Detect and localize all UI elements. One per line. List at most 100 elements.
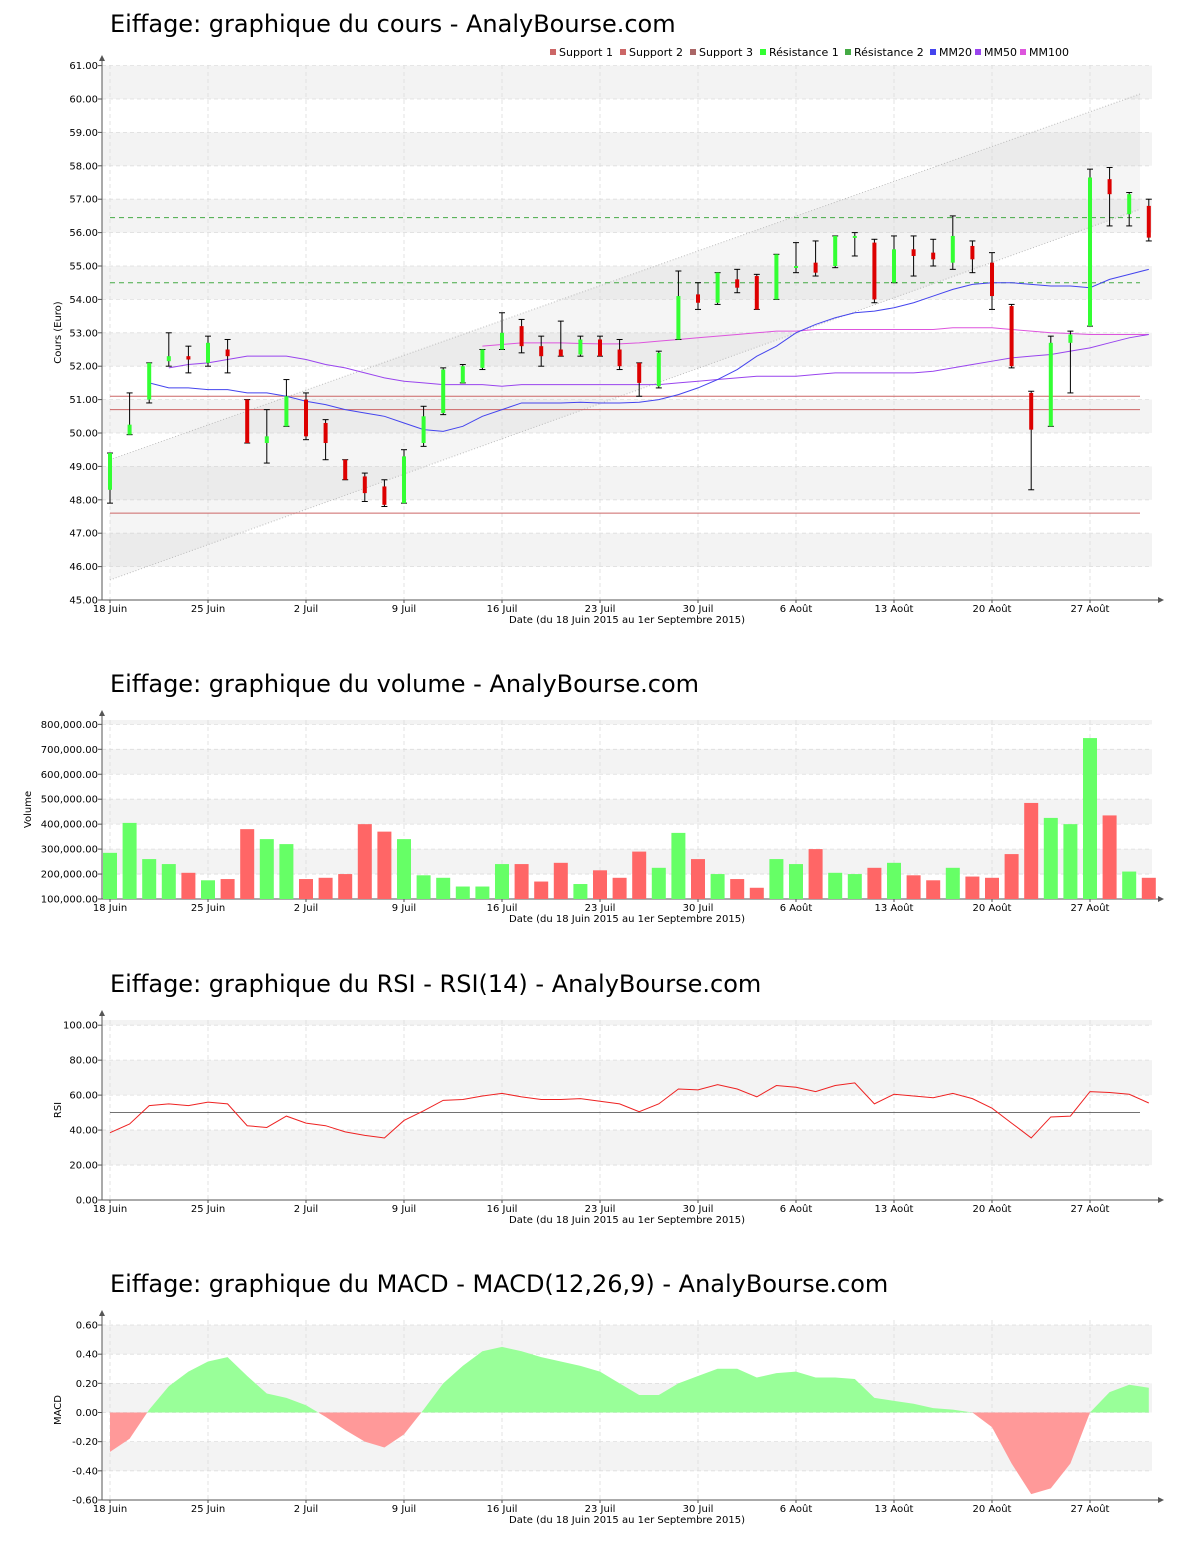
price-y-tick-label: 53.00 xyxy=(69,328,98,339)
candle xyxy=(989,252,995,310)
price-y-tick-label: 50.00 xyxy=(69,429,98,440)
legend-item: Support 2 xyxy=(620,46,683,59)
candle xyxy=(518,318,525,354)
price-x-axis-label: Date (du 18 Juin 2015 au 1er Septembre 2… xyxy=(509,615,745,626)
volume-bar xyxy=(201,880,215,899)
legend-label: Résistance 1 xyxy=(769,46,839,59)
legend-swatch xyxy=(620,49,626,55)
price-y-tick-label: 51.00 xyxy=(69,395,98,406)
vol-x-tick-label: 25 Juin xyxy=(191,903,225,914)
volume-bar xyxy=(847,874,862,899)
rsi-line xyxy=(109,1082,1150,1139)
rsi-band xyxy=(102,1130,1152,1166)
candle-body xyxy=(245,399,250,444)
candle xyxy=(342,459,349,481)
price-y-arrow xyxy=(99,55,105,61)
rsi-x-tick-label: 23 Juil xyxy=(585,1204,616,1215)
volume-bar xyxy=(828,872,843,899)
price-y-tick-label: 49.00 xyxy=(69,462,98,473)
volume-bar xyxy=(455,886,470,899)
legend-item: Résistance 2 xyxy=(845,46,924,59)
candle xyxy=(930,238,937,267)
candle-body xyxy=(617,349,622,367)
candle-body xyxy=(166,356,171,362)
candle xyxy=(910,235,917,277)
price-y-tick-label: 45.00 xyxy=(69,596,98,607)
price-y-tick-label: 57.00 xyxy=(69,195,98,206)
candle-body xyxy=(284,396,289,427)
macd-x-tick-label: 18 Juin xyxy=(93,1504,127,1515)
price-y-tick-label: 52.00 xyxy=(69,362,98,373)
candle xyxy=(538,335,545,367)
candle xyxy=(381,479,388,507)
price-y-axis-label: Cours (Euro) xyxy=(53,301,64,364)
volume-bar xyxy=(1141,877,1156,899)
candle-body xyxy=(813,262,818,273)
price-x-tick-label: 30 Juil xyxy=(683,604,714,615)
candle xyxy=(577,335,584,357)
legend-label: Résistance 2 xyxy=(854,46,924,59)
legend-item: MM50 xyxy=(975,46,1017,59)
candle-body xyxy=(441,369,446,413)
vol-y-tick-label: 500,000.00 xyxy=(41,795,98,806)
candle xyxy=(440,367,447,416)
price-y-tick-label: 55.00 xyxy=(69,262,98,273)
candle-body xyxy=(656,352,661,387)
candle-body xyxy=(127,424,132,435)
candle-body xyxy=(480,349,485,368)
candle xyxy=(126,392,133,436)
volume-bar xyxy=(926,880,941,899)
price-y-tick-label: 58.00 xyxy=(69,161,98,172)
volume-bar xyxy=(887,862,901,899)
volume-bar xyxy=(534,881,549,899)
candle xyxy=(734,268,741,294)
mm20-line xyxy=(149,268,1149,432)
candle-body xyxy=(1107,179,1112,195)
legend-swatch xyxy=(690,49,696,55)
macd-chart: -0.60 -0.40 -0.20 0.00 0.20 0.40 0.60 18 Juin 25… xyxy=(53,1310,1164,1526)
vol-x-tick-label: 30 Juil xyxy=(683,903,714,914)
volume-bar xyxy=(377,831,392,899)
candle-body xyxy=(735,279,740,288)
volume-bar xyxy=(397,839,411,899)
volume-bar xyxy=(299,879,313,899)
vol-x-tick-label: 6 Août xyxy=(780,902,813,914)
candle xyxy=(695,282,701,310)
volume-bar xyxy=(220,879,235,899)
volume-bar xyxy=(103,852,117,899)
candle-body xyxy=(421,416,426,444)
candle xyxy=(597,335,603,357)
volume-chart-title: Eiffage: graphique du volume - AnalyBour… xyxy=(110,670,700,698)
candle xyxy=(185,345,192,374)
rsi-y-arrow xyxy=(99,1010,105,1016)
rsi-x-tick-label: 16 Juil xyxy=(487,1204,518,1215)
vol-y-tick-label: 200,000.00 xyxy=(41,870,98,881)
candle xyxy=(871,238,878,304)
price-chart: 45.00 46.00 47.00 48.00 49.00 50.00 51.00 52.00… xyxy=(53,46,1164,626)
rsi-y-tick-label: 80.00 xyxy=(69,1056,98,1067)
candle-body xyxy=(1068,334,1073,343)
candle xyxy=(753,273,760,310)
rsi-x-tick-label: 30 Juil xyxy=(683,1204,714,1215)
price-y-tick-label: 54.00 xyxy=(69,295,98,306)
vol-x-axis-label: Date (du 18 Juin 2015 au 1er Septembre 2… xyxy=(509,914,745,925)
legend-swatch xyxy=(975,49,981,55)
candle xyxy=(1106,166,1113,227)
vol-y-axis-label: Volume xyxy=(23,791,34,828)
candle-body xyxy=(578,339,583,355)
volume-bar xyxy=(495,864,509,899)
legend-swatch xyxy=(550,49,556,55)
candle-body xyxy=(833,235,838,266)
price-x-tick-label: 9 Juil xyxy=(392,604,416,615)
legend-label: MM100 xyxy=(1029,46,1069,59)
volume-bar xyxy=(553,862,568,899)
macd-y-tick-label: -0.20 xyxy=(72,1437,98,1448)
rsi-y-axis-label: RSI xyxy=(53,1102,64,1118)
candle-body xyxy=(950,235,955,263)
price-x-tick-label: 23 Juil xyxy=(585,604,616,615)
rsi-band xyxy=(102,1020,1152,1026)
legend-item: Support 3 xyxy=(690,46,753,59)
candle-body xyxy=(1127,194,1132,215)
candle-body xyxy=(852,235,857,238)
candle xyxy=(793,242,799,274)
